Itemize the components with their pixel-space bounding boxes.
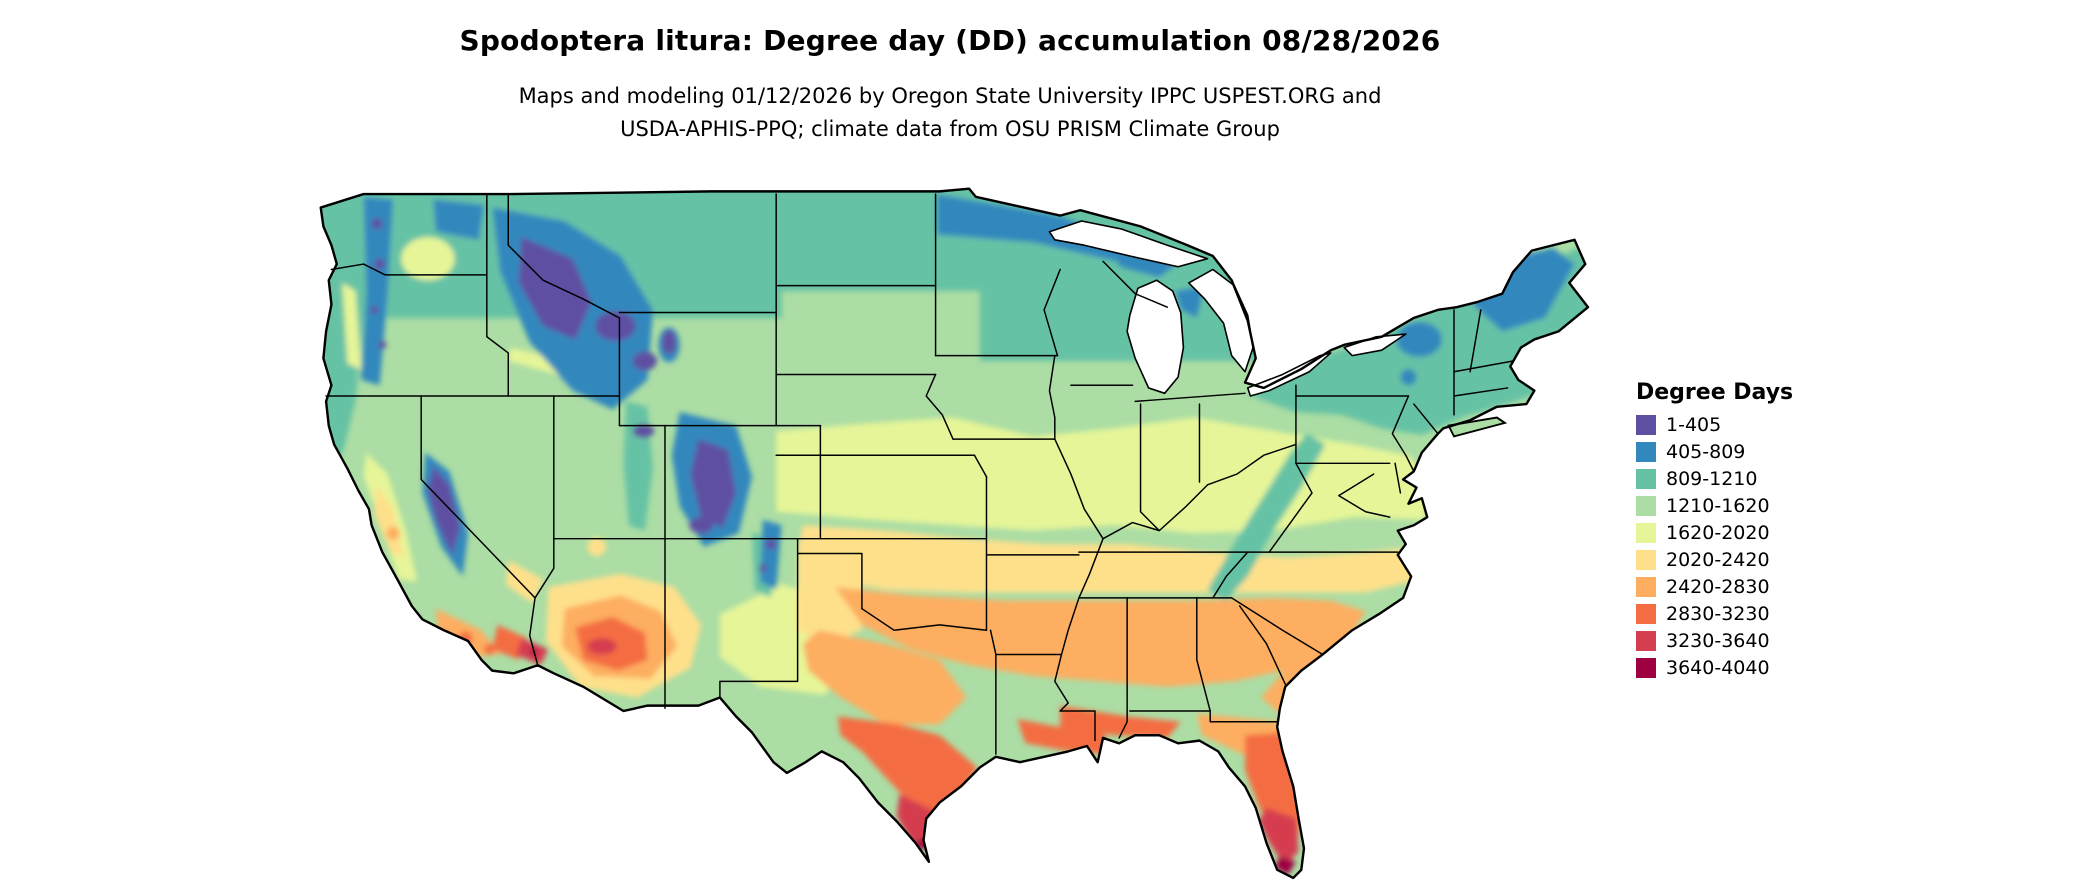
map-subtitle-line2: USDA-APHIS-PPQ; climate data from OSU PR… bbox=[620, 117, 1280, 141]
legend-label: 3230-3640 bbox=[1666, 630, 1770, 652]
legend-label: 2830-3230 bbox=[1666, 603, 1770, 625]
us-degree-day-map bbox=[310, 186, 1596, 886]
us-outline bbox=[319, 187, 1590, 880]
legend-swatch bbox=[1636, 604, 1656, 624]
legend-swatch bbox=[1636, 415, 1656, 435]
long-island bbox=[1448, 417, 1505, 437]
map-subtitle-line1: Maps and modeling 01/12/2026 by Oregon S… bbox=[518, 84, 1382, 108]
legend-label: 809-1210 bbox=[1666, 468, 1758, 490]
legend-row: 1620-2020 bbox=[1636, 523, 1856, 543]
legend-row: 1-405 bbox=[1636, 415, 1856, 435]
long-island-outline bbox=[1447, 416, 1508, 438]
map-subtitle: Maps and modeling 01/12/2026 by Oregon S… bbox=[0, 80, 1900, 146]
legend-row: 2020-2420 bbox=[1636, 550, 1856, 570]
lake-superior bbox=[1048, 220, 1209, 268]
legend-swatch bbox=[1636, 442, 1656, 462]
legend-label: 405-809 bbox=[1666, 441, 1746, 463]
state-boundaries bbox=[325, 193, 1514, 755]
legend-row: 405-809 bbox=[1636, 442, 1856, 462]
legend-label: 1620-2020 bbox=[1666, 522, 1770, 544]
legend-row: 809-1210 bbox=[1636, 469, 1856, 489]
legend-swatch bbox=[1636, 631, 1656, 651]
legend-label: 2020-2420 bbox=[1666, 549, 1770, 571]
legend-row: 2830-3230 bbox=[1636, 604, 1856, 624]
legend-row: 3230-3640 bbox=[1636, 631, 1856, 651]
legend-swatch bbox=[1636, 658, 1656, 678]
legend-row: 1210-1620 bbox=[1636, 496, 1856, 516]
legend-swatch bbox=[1636, 577, 1656, 597]
legend-swatch bbox=[1636, 523, 1656, 543]
legend-row: 2420-2830 bbox=[1636, 577, 1856, 597]
legend-label: 3640-4040 bbox=[1666, 657, 1770, 679]
legend-label: 2420-2830 bbox=[1666, 576, 1770, 598]
legend-label: 1-405 bbox=[1666, 414, 1722, 436]
legend-swatch bbox=[1636, 496, 1656, 516]
legend-row: 3640-4040 bbox=[1636, 658, 1856, 678]
legend-swatch bbox=[1636, 469, 1656, 489]
lake-michigan bbox=[1126, 279, 1185, 395]
legend-swatch bbox=[1636, 550, 1656, 570]
legend-title: Degree Days bbox=[1636, 380, 1794, 405]
legend: Degree Days 1-405 405-809 809-1210 1210-162… bbox=[1636, 380, 1856, 685]
map-title: Spodoptera litura: Degree day (DD) accum… bbox=[459, 24, 1441, 57]
legend-entries: 1-405 405-809 809-1210 1210-1620 1620-2020 20… bbox=[1636, 415, 1856, 678]
legend-label: 1210-1620 bbox=[1666, 495, 1770, 517]
us-map-svg bbox=[319, 187, 1590, 880]
